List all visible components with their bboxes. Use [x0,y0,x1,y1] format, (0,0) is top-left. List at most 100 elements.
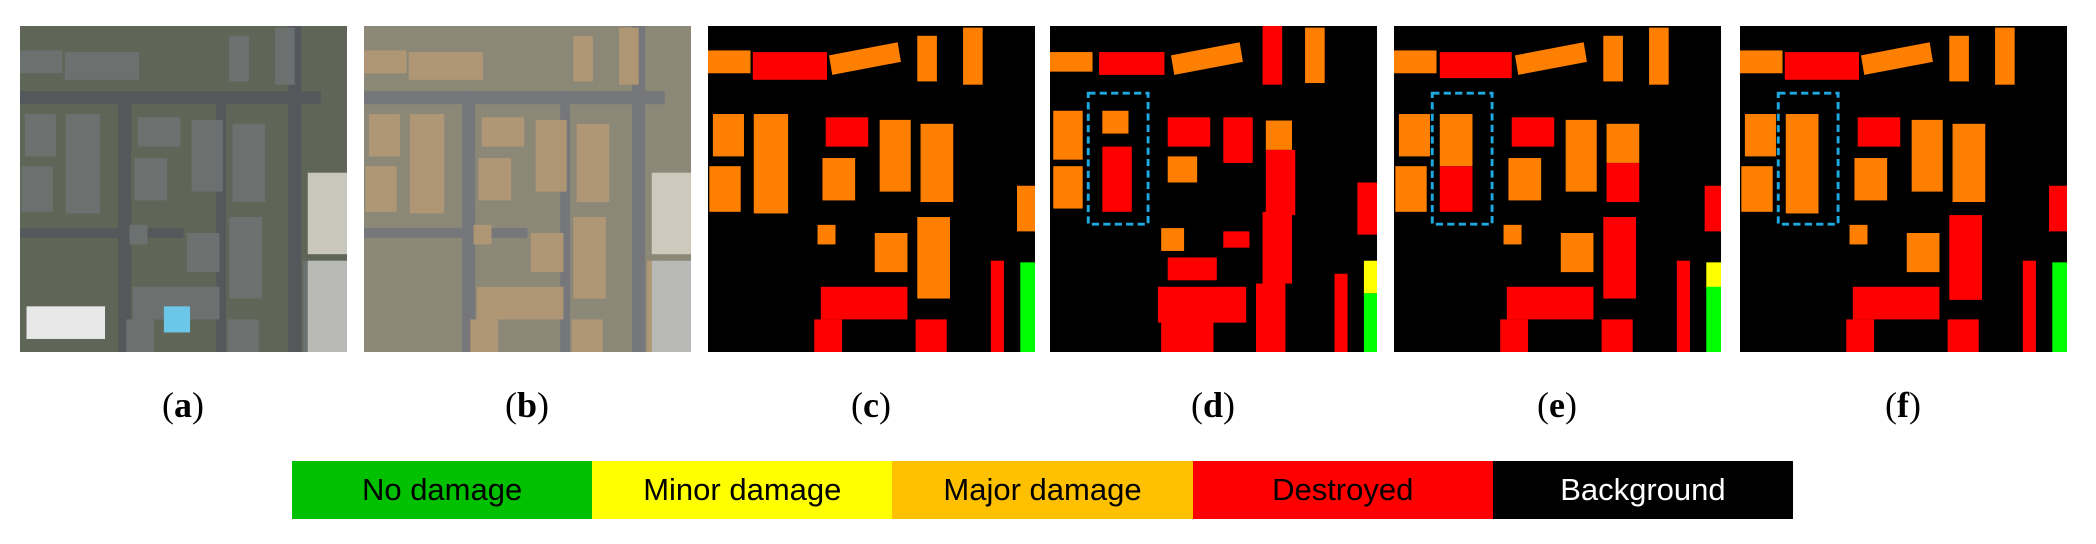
building-major [753,114,789,214]
panel-a [20,26,347,352]
building [365,166,397,212]
building-destroyed [915,319,947,352]
building-destroyed [1167,117,1211,147]
caption-text: ( [504,385,517,425]
building-major [1398,114,1430,157]
building [478,158,512,201]
building-destroyed [1500,319,1529,352]
legend-label: Major damage [943,472,1142,507]
building-major [1053,166,1083,209]
building-destroyed [1265,149,1296,216]
road [364,228,528,238]
caption-text: b [516,385,538,425]
parked-trucks [26,306,106,339]
building-destroyed [1157,286,1247,323]
building-destroyed [1161,319,1214,352]
legend-destroyed: Destroyed [1192,461,1493,519]
caption-d: (d) [1153,384,1273,426]
caption-text: d [1202,385,1224,425]
lot [651,172,691,255]
building-minor [1363,260,1377,294]
building-destroyed [820,286,908,320]
damage-legend: No damage Minor damage Major damage Dest… [292,461,1794,519]
damage-map [1740,26,2067,352]
building-major [1854,158,1888,201]
building [364,50,407,74]
caption-e: (e) [1497,384,1617,426]
building [65,114,101,214]
building-major [1911,119,1943,192]
building [476,286,564,320]
building-major [1102,110,1129,134]
damage-map [1050,26,1377,352]
building [619,27,639,85]
building [473,224,492,245]
caption-text: c [863,385,879,425]
building-major [1508,158,1542,201]
highlight-box [1086,91,1150,226]
building [576,123,610,203]
building-major [874,233,908,273]
damage-map [708,26,1035,352]
warehouse [307,260,347,352]
caption-text: ) [878,385,891,425]
building [232,123,266,203]
building-destroyed [1947,319,1979,352]
caption-text: a [174,385,192,425]
building-none [1706,286,1721,352]
building-major [1439,114,1473,167]
legend-no-damage: No damage [292,461,593,519]
building-major [828,42,901,75]
building [409,114,445,214]
building-destroyed [1949,215,1982,300]
building-destroyed [1852,286,1940,320]
building-major [1741,166,1773,212]
highlight-box [1430,91,1494,226]
building-major [1995,27,2015,85]
building-major [817,224,836,245]
legend-label: No damage [361,472,523,507]
building-major [1053,110,1083,160]
building [64,52,140,80]
building-major [963,27,983,85]
building-destroyed [1099,52,1165,75]
building-major [917,35,937,82]
building-destroyed [1857,117,1901,147]
building [21,166,53,212]
panel-c [708,26,1035,352]
building-destroyed [825,117,869,147]
legend-label: Destroyed [1272,472,1414,507]
road [118,91,132,352]
building-major [1503,224,1522,245]
road [560,91,571,352]
caption-text: ( [162,385,174,425]
building-destroyed [1606,162,1640,203]
caption-f: (f) [1843,384,1963,426]
caption-text: ) [537,385,550,425]
building-destroyed [1334,273,1348,352]
building [227,319,259,352]
legend-major-damage: Major damage [892,461,1193,519]
road [288,26,302,352]
building-major [1167,156,1198,183]
building-destroyed [2022,260,2036,352]
building [535,119,567,192]
damage-map [1394,26,1721,352]
caption-text: ( [1190,385,1203,425]
post-disaster-image [364,26,691,352]
building [20,50,63,74]
caption-text: ( [851,385,863,425]
building-destroyed [1167,257,1217,281]
caption-text: ) [1564,385,1577,425]
building-destroyed [990,260,1004,352]
caption-text: ( [1537,385,1549,425]
building-major [1849,224,1868,245]
building-major [709,166,741,212]
building [470,319,499,352]
caption-text: ( [1885,385,1897,425]
road [216,91,227,352]
road [632,26,646,352]
highlight-box [1776,91,1840,226]
building-destroyed [1784,52,1860,80]
building-destroyed [1223,117,1253,163]
